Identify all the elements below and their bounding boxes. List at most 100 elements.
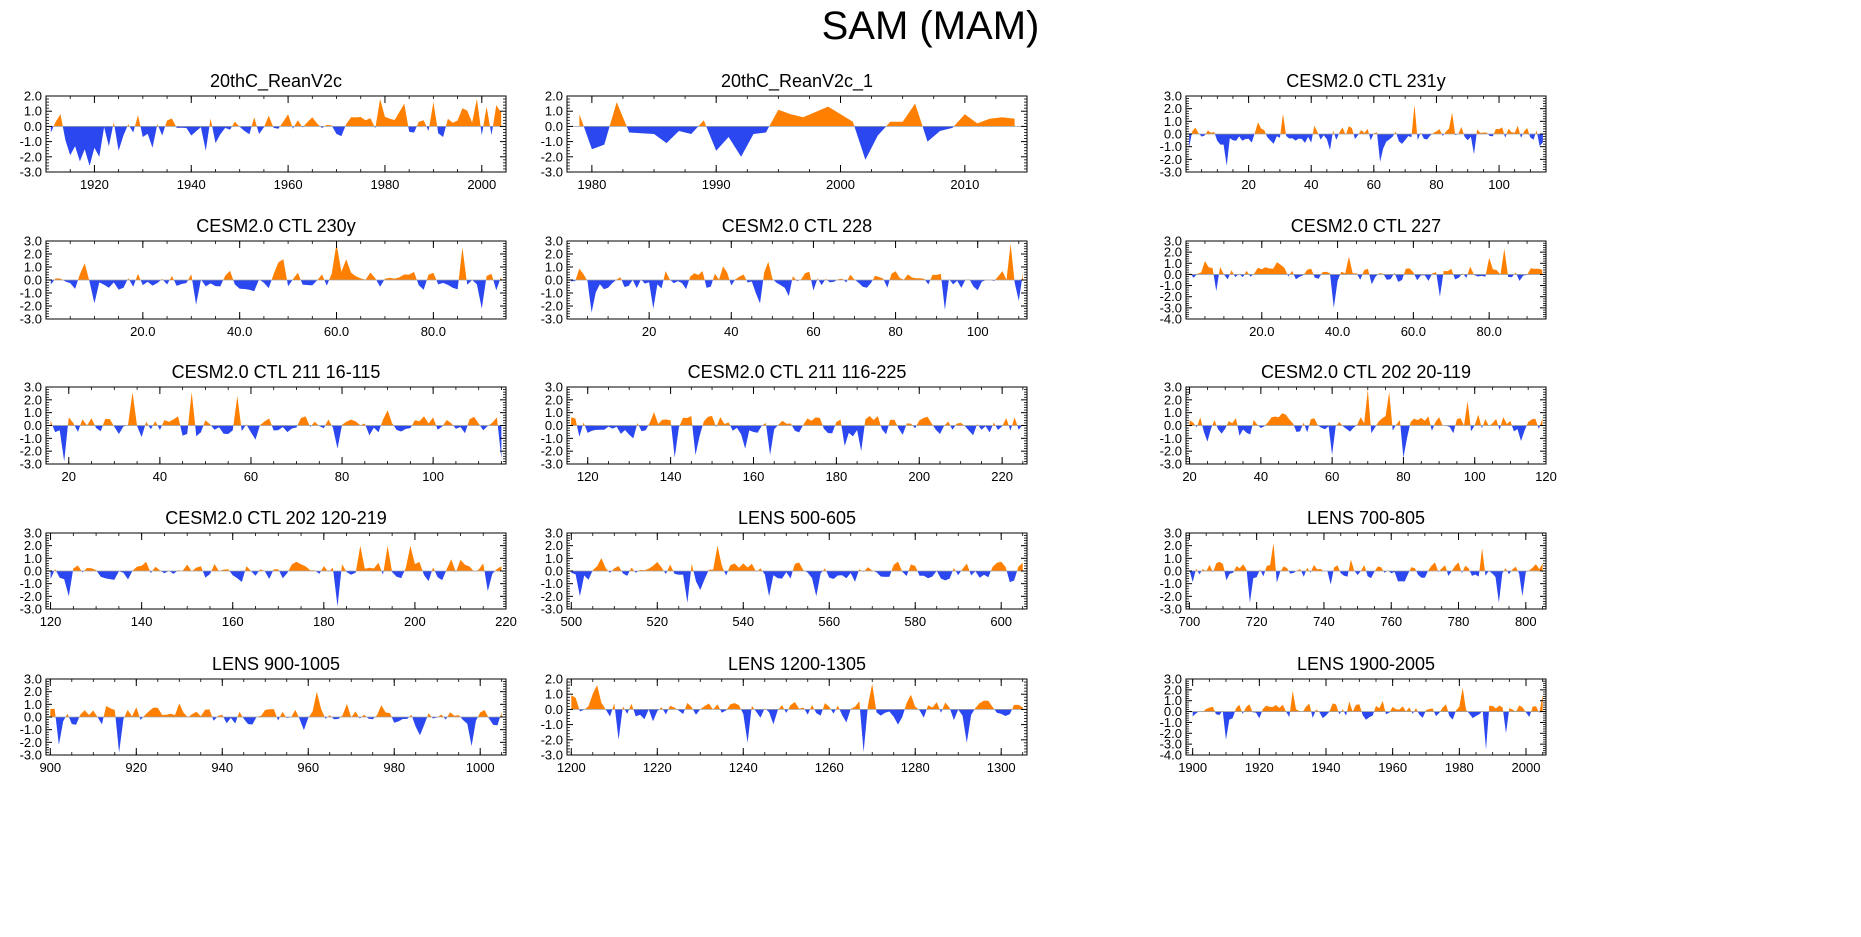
y-tick-label: 1.0: [545, 405, 563, 420]
y-tick-label: 0.0: [1164, 418, 1182, 433]
positive-area: [431, 567, 435, 571]
negative-area: [434, 571, 446, 581]
positive-area: [835, 705, 840, 710]
positive-area: [145, 421, 149, 426]
negative-area: [1014, 280, 1022, 301]
x-tick-label: 200: [908, 469, 930, 484]
negative-area: [201, 280, 224, 287]
negative-area: [1311, 711, 1316, 718]
negative-area: [1481, 425, 1483, 429]
positive-area: [1333, 565, 1340, 571]
positive-area: [1189, 420, 1196, 426]
positive-area: [429, 102, 438, 127]
negative-area: [223, 717, 238, 724]
negative-area: [1224, 571, 1234, 581]
positive-area: [1522, 128, 1530, 134]
panel-title: LENS 500-605: [738, 508, 856, 528]
x-tick-label: 900: [39, 760, 61, 775]
series-area: [1189, 104, 1543, 166]
positive-area: [1508, 708, 1516, 712]
positive-area: [409, 714, 413, 717]
y-tick-label: -3.0: [541, 602, 563, 617]
positive-area: [1373, 132, 1378, 134]
negative-area: [1214, 711, 1222, 716]
x-tick-label: 600: [990, 614, 1012, 629]
positive-area: [611, 566, 622, 571]
positive-area: [1203, 706, 1215, 712]
y-tick-label: -3.0: [1160, 457, 1182, 472]
negative-area: [1357, 274, 1363, 280]
negative-area: [1503, 711, 1509, 734]
y-tick-label: -1.0: [20, 286, 42, 301]
positive-area: [734, 274, 747, 280]
y-tick-label: -2.0: [20, 444, 42, 459]
x-tick-label: 1220: [643, 760, 672, 775]
x-tick-label: 1920: [80, 177, 109, 192]
positive-area: [223, 270, 234, 280]
negative-area: [242, 717, 257, 725]
panel-11: LENS 500-605 -3.0-2.0-1.00.01.02.03.0 500 5…: [541, 508, 1028, 629]
negative-area: [804, 571, 823, 597]
x-tick-label: 800: [1515, 614, 1537, 629]
y-tick-label: -2.0: [541, 444, 563, 459]
negative-area: [939, 709, 943, 713]
negative-area: [192, 280, 201, 305]
positive-area: [1428, 562, 1438, 571]
negative-area: [969, 280, 987, 291]
series-area: [50, 545, 502, 607]
y-tick-label: 1.0: [1164, 693, 1182, 708]
panel-7: CESM2.0 CTL 211 16-115 -3.0-2.0-1.00.01.0…: [20, 362, 507, 484]
positive-area: [1527, 563, 1543, 571]
positive-area: [188, 392, 196, 426]
y-tick-label: 1.0: [1164, 114, 1182, 129]
positive-area: [264, 115, 273, 127]
negative-area: [1318, 711, 1330, 719]
negative-area: [883, 280, 890, 288]
negative-area: [826, 571, 859, 582]
y-tick-label: 0.0: [1164, 267, 1182, 282]
x-tick-label: 120: [1535, 469, 1557, 484]
negative-area: [480, 126, 484, 136]
negative-area: [724, 571, 728, 576]
positive-area: [592, 558, 609, 571]
negative-area: [1516, 274, 1528, 281]
negative-area: [936, 571, 953, 581]
x-tick-label: 80.0: [1477, 324, 1502, 339]
negative-area: [1417, 134, 1421, 141]
y-tick-label: 3.0: [24, 526, 42, 541]
negative-area: [1293, 274, 1304, 280]
positive-area: [135, 273, 141, 280]
panel-13: LENS 900-1005 -3.0-2.0-1.00.01.02.03.0 900…: [20, 654, 507, 775]
y-tick-label: 0.0: [24, 119, 42, 134]
positive-area: [708, 545, 725, 571]
negative-area: [1484, 571, 1489, 576]
positive-area: [127, 124, 130, 127]
y-tick-label: 3.0: [1164, 526, 1182, 541]
positive-area: [799, 271, 812, 280]
negative-area: [955, 571, 962, 576]
x-tick-label: 100: [967, 324, 989, 339]
positive-area: [1439, 565, 1447, 571]
negative-area: [663, 571, 668, 574]
series-area: [50, 691, 502, 753]
y-tick-label: 3.0: [24, 380, 42, 395]
x-tick-label: 20: [1241, 177, 1255, 192]
positive-area: [1229, 270, 1234, 275]
negative-area: [1265, 134, 1281, 144]
y-tick-label: -1.0: [1160, 576, 1182, 591]
positive-area: [1506, 125, 1520, 134]
positive-area: [288, 561, 316, 571]
positive-area: [1265, 413, 1294, 426]
negative-area: [608, 571, 612, 573]
negative-area: [692, 425, 703, 455]
positive-area: [203, 420, 211, 426]
positive-area: [437, 714, 444, 717]
y-tick-label: 2.0: [545, 538, 563, 553]
positive-area: [209, 118, 213, 127]
negative-area: [1354, 571, 1361, 575]
x-tick-label: 20.0: [130, 324, 155, 339]
x-tick-label: 2000: [467, 177, 496, 192]
positive-area: [684, 702, 693, 710]
negative-area: [300, 280, 318, 286]
y-tick-label: -2.0: [541, 732, 563, 747]
